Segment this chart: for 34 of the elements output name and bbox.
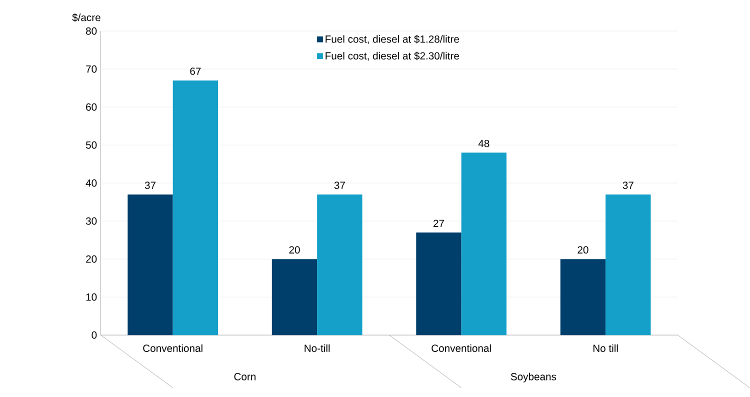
legend-label: Fuel cost, diesel at $1.28/litre (326, 34, 460, 44)
data-label: 37 (622, 182, 634, 189)
data-label: 27 (433, 220, 444, 227)
x-tick-label: No till (593, 344, 618, 352)
data-label: 37 (144, 182, 156, 189)
y-tick-label: 30 (86, 217, 97, 225)
y-axis-title: $/acre (72, 13, 100, 22)
y-tick-label: 0 (92, 331, 97, 339)
y-tick-label: 60 (86, 103, 97, 111)
bar (317, 194, 362, 335)
bar (128, 194, 173, 335)
x-tick-label: No-till (304, 344, 330, 352)
y-tick-label: 50 (86, 141, 97, 149)
text: Soybeans (510, 372, 556, 382)
bar (172, 80, 218, 335)
legend-label: Fuel cost, diesel at $2.30/litre (326, 52, 460, 61)
data-label: 67 (190, 68, 201, 75)
text: Corn (234, 372, 256, 380)
x-tick-label: Conventional (143, 344, 202, 352)
y-tick-label: 70 (86, 65, 97, 73)
data-label: 37 (334, 182, 345, 189)
data-label: 20 (578, 246, 588, 254)
bar (272, 258, 318, 335)
bar (416, 232, 462, 335)
y-tick-label: 10 (86, 293, 97, 301)
y-tick-label: 20 (86, 255, 97, 263)
data-label: 20 (289, 246, 300, 254)
y-tick-label: 80 (86, 27, 97, 35)
y-tick-label: 40 (86, 179, 97, 187)
bar (461, 152, 507, 335)
bar (606, 194, 651, 335)
bar (560, 258, 606, 335)
data-label: 48 (478, 140, 490, 148)
x-tick-label: Conventional (432, 344, 491, 352)
